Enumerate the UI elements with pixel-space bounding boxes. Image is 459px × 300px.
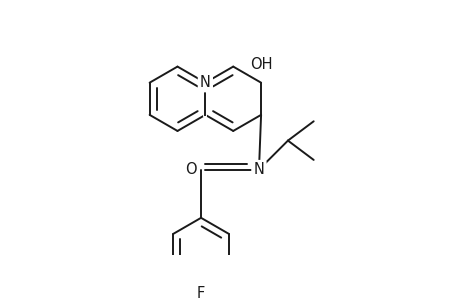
Text: O: O xyxy=(185,162,196,177)
Text: F: F xyxy=(196,286,205,300)
Text: N: N xyxy=(200,75,210,90)
Text: N: N xyxy=(253,162,264,177)
Text: OH: OH xyxy=(250,57,272,72)
